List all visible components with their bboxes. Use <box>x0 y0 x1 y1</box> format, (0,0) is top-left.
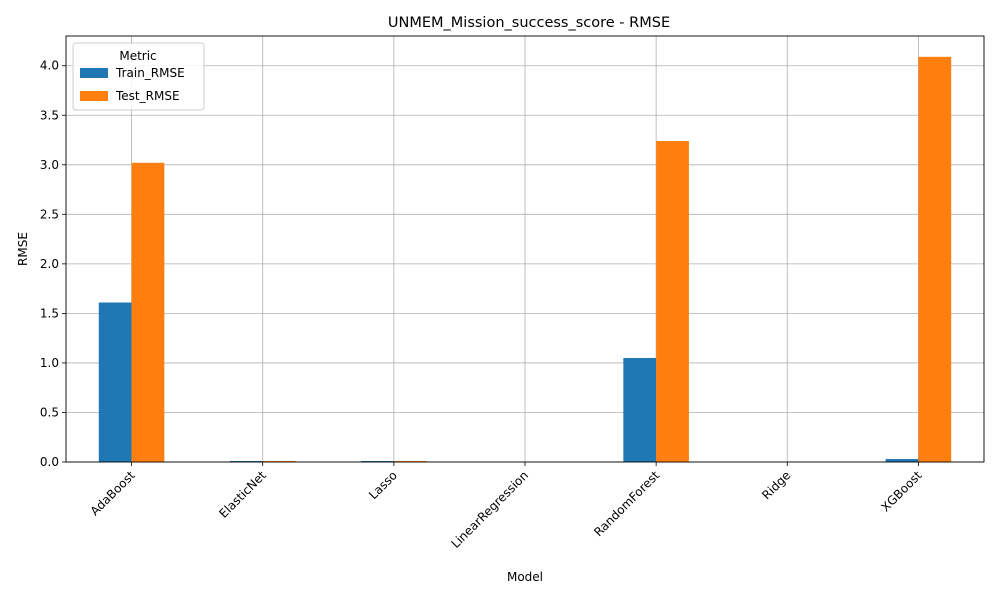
chart-title: UNMEM_Mission_success_score - RMSE <box>388 15 670 31</box>
legend-swatch-test <box>80 91 108 101</box>
bar-train-rmse-xgboost <box>885 459 919 462</box>
y-axis-label: RMSE <box>16 232 30 266</box>
y-tick-label: 0.5 <box>40 405 59 419</box>
bars <box>98 56 952 462</box>
legend-swatch-train <box>80 68 108 78</box>
y-axis-ticks: 0.0 0.5 1.0 1.5 2.0 2.5 3.0 3.5 4.0 <box>40 59 66 469</box>
y-tick-label: 1.0 <box>40 356 59 370</box>
legend-label-test: Test_RMSE <box>115 89 180 103</box>
x-axis-label: Model <box>507 570 543 584</box>
bar-test-rmse-randomforest <box>656 141 689 462</box>
y-tick-label: 2.5 <box>40 207 59 221</box>
bar-test-rmse-adaboost <box>131 162 165 462</box>
bar-test-rmse-lasso <box>393 461 427 462</box>
bar-train-rmse-adaboost <box>98 302 132 462</box>
bar-test-rmse-xgboost <box>918 56 952 462</box>
y-tick-label: 0.0 <box>40 455 59 469</box>
legend-label-train: Train_RMSE <box>115 66 185 80</box>
bar-train-rmse-lasso <box>361 461 394 462</box>
y-tick-label: 1.5 <box>40 306 59 320</box>
y-tick-label: 2.0 <box>40 257 59 271</box>
y-tick-label: 3.0 <box>40 158 59 172</box>
y-tick-label: 4.0 <box>40 59 59 73</box>
bar-train-rmse-elasticnet <box>229 461 263 462</box>
legend-title: Metric <box>119 49 156 63</box>
bar-train-rmse-randomforest <box>623 357 657 462</box>
bar-test-rmse-elasticnet <box>262 461 296 462</box>
legend: Metric Train_RMSE Test_RMSE <box>72 42 205 111</box>
y-tick-label: 3.5 <box>40 108 59 122</box>
